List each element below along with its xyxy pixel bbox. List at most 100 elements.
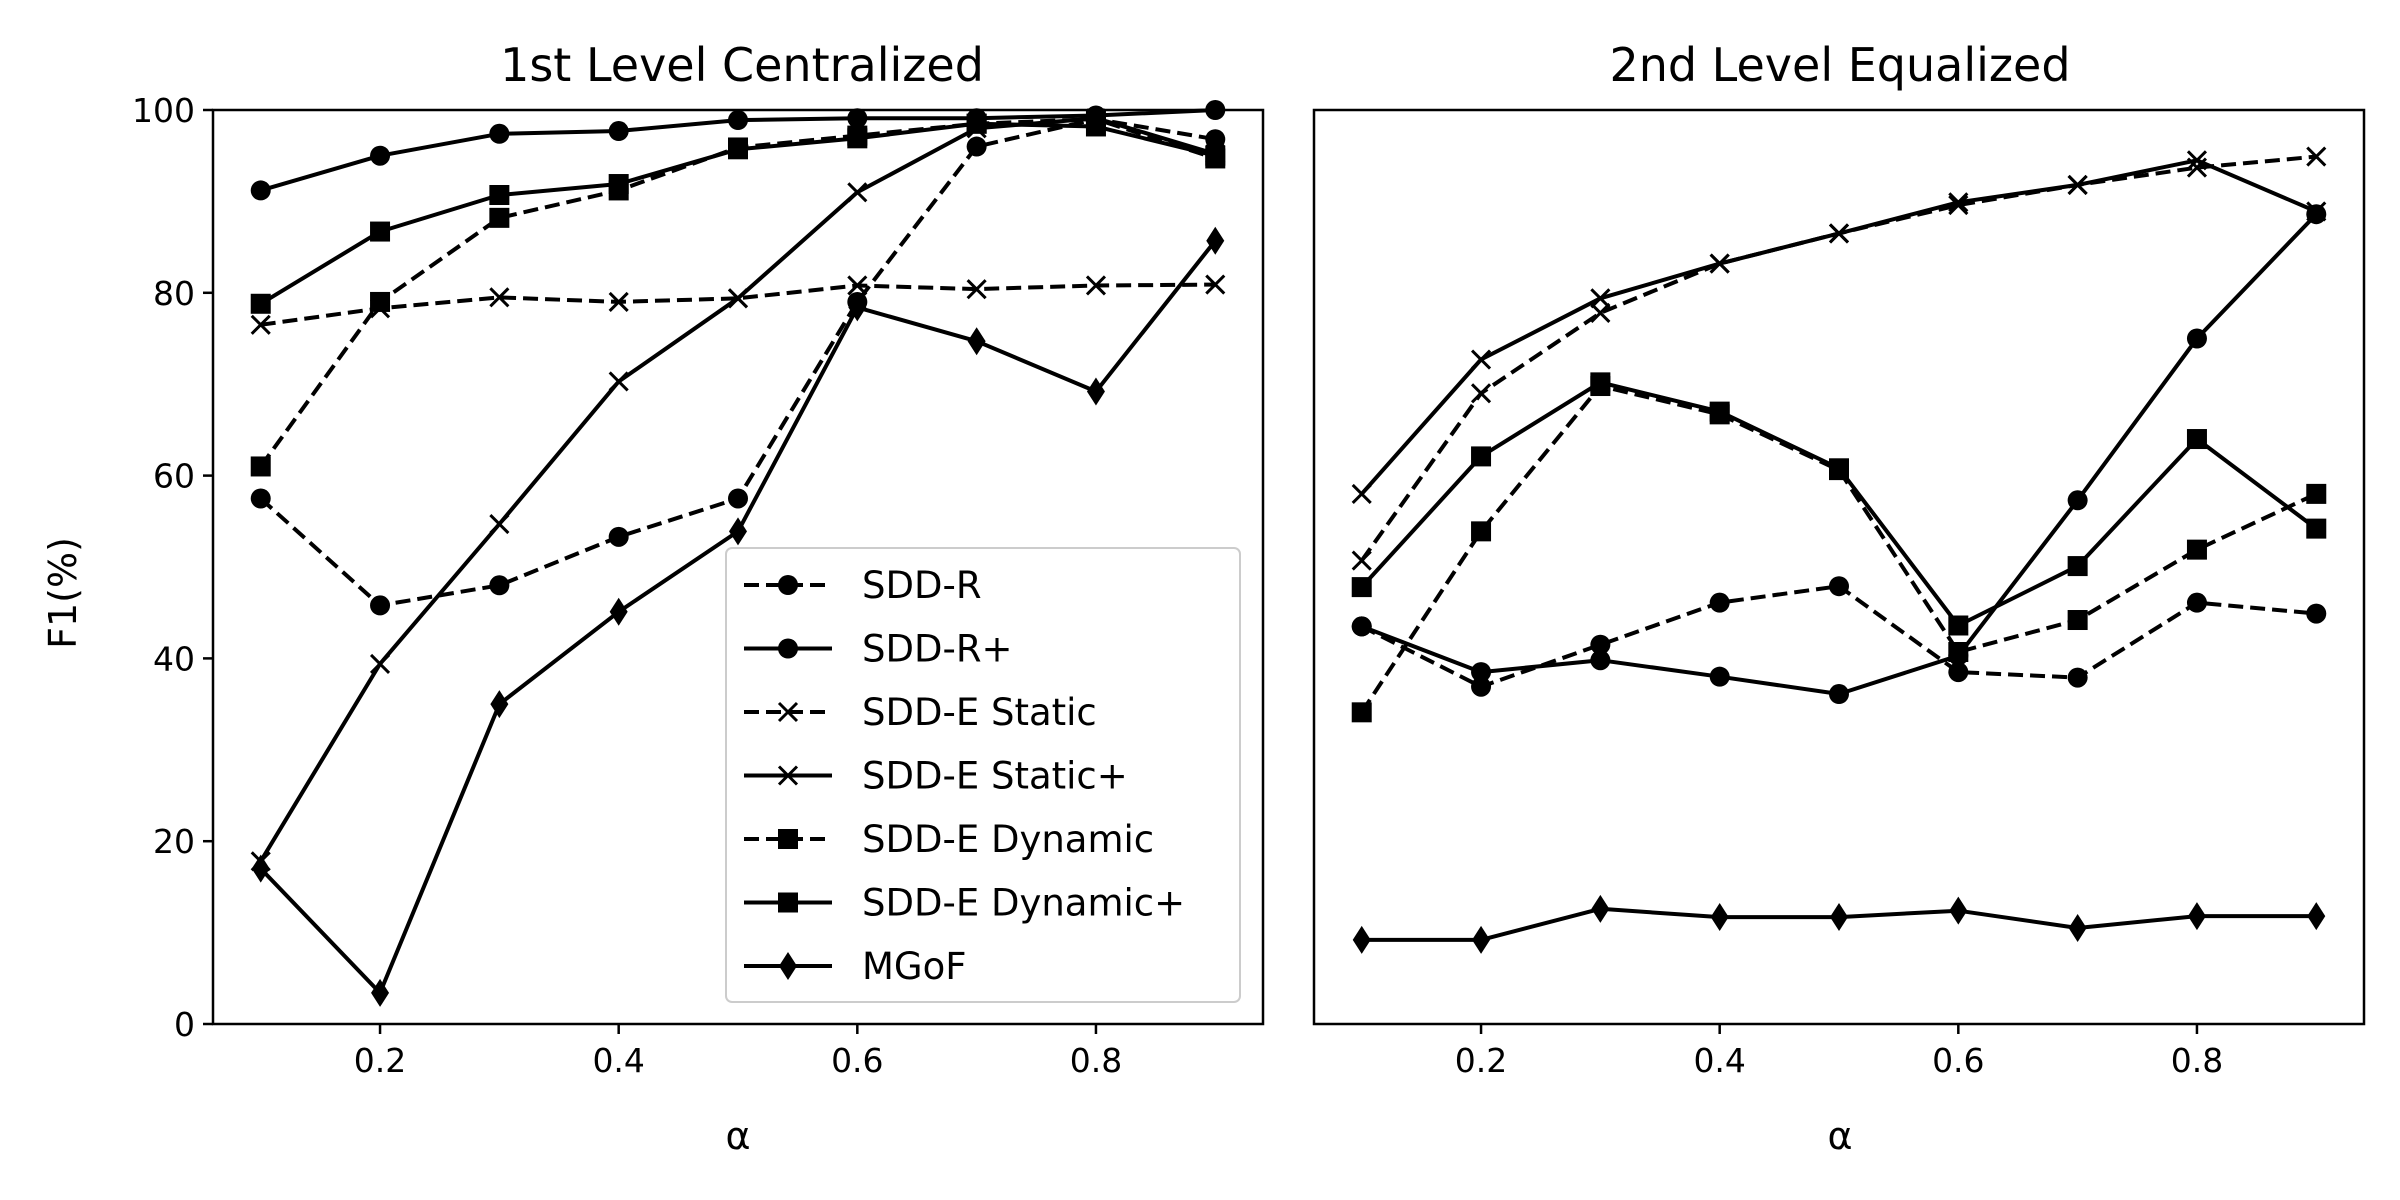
data-point (1709, 592, 1730, 613)
data-point (489, 575, 510, 596)
data-point (1472, 925, 1491, 954)
data-point (2187, 902, 2206, 931)
x-tick-label: 0.6 (1932, 1041, 1984, 1080)
data-point (2186, 150, 2208, 171)
chart-title: 1st Level Centralized (500, 38, 984, 92)
data-point (967, 327, 986, 356)
data-point (1830, 903, 1848, 932)
chart-1st-level-centralized: 1st Level Centralized α F1(%) 0.2 0.4 0.6 0… (41, 38, 1265, 1158)
legend-label: SDD-E Static+ (862, 755, 1128, 798)
data-point (1351, 550, 1372, 571)
data-point (966, 136, 987, 157)
data-point (2186, 429, 2207, 450)
y-tick-label: 20 (153, 822, 195, 861)
legend-item-sdd-e-static-plus: SDD-E Static+ (744, 755, 1128, 798)
legend-label: SDD-E Dynamic+ (862, 882, 1185, 925)
data-point (966, 279, 987, 300)
data-point (848, 293, 867, 322)
data-point (1948, 642, 1969, 663)
axes-frame (211, 108, 1265, 1026)
y-tick-label: 0 (174, 1005, 195, 1044)
data-point (2067, 610, 2088, 631)
data-point (1709, 666, 1730, 687)
x-tick-label: 0.2 (354, 1041, 406, 1080)
legend-label: MGoF (862, 945, 967, 988)
data-point (1948, 194, 1969, 216)
legend-marker (778, 829, 798, 849)
x-tick-label: 0.2 (1455, 1041, 1507, 1080)
legend-item-sdd-r-plus: SDD-R+ (744, 628, 1013, 671)
x-tick-label: 0.4 (1693, 1041, 1745, 1080)
data-point (251, 854, 270, 883)
plot-area: 0.2 0.4 0.6 0.8 0 20 40 60 80 100 (132, 91, 1265, 1080)
data-point (1086, 377, 1105, 406)
y-tick-label: 100 (132, 91, 195, 130)
data-point (370, 145, 391, 166)
data-point (608, 371, 629, 392)
axes-frame (1312, 108, 2366, 1026)
data-point (1709, 253, 1730, 274)
data-point (489, 185, 510, 206)
data-point (608, 291, 629, 313)
data-point (1829, 576, 1849, 597)
data-point (489, 207, 510, 228)
data-point (609, 597, 628, 626)
legend-label: SDD-R+ (862, 628, 1013, 671)
data-point (1471, 662, 1492, 683)
series-mgof (1352, 894, 2326, 954)
x-axis-label: α (1827, 1114, 1852, 1158)
data-point (250, 456, 271, 477)
data-point (371, 978, 390, 1007)
legend-label: SDD-E Static (862, 691, 1097, 734)
x-tick-label: 0.4 (592, 1041, 644, 1080)
legend-marker (778, 892, 798, 913)
data-point (1206, 226, 1225, 255)
data-point (2186, 592, 2207, 613)
legend-item-sdd-e-dynamic-plus: SDD-E Dynamic+ (744, 882, 1185, 925)
legend-marker (778, 575, 798, 595)
legend-marker (777, 701, 799, 723)
data-point (1471, 676, 1492, 697)
legend-marker (777, 765, 799, 786)
x-axis-label: α (725, 1114, 750, 1158)
data-point (1829, 458, 1849, 479)
data-point (490, 690, 509, 719)
x-tick-label: 0.8 (1070, 1041, 1122, 1080)
data-point (1590, 650, 1611, 671)
data-point (1351, 616, 1372, 637)
data-point (1710, 903, 1729, 932)
data-point (1590, 288, 1611, 309)
data-point (1352, 925, 1371, 954)
data-point (727, 288, 749, 309)
series-line (1360, 384, 2318, 714)
y-tick-label: 40 (153, 639, 195, 678)
data-point (729, 517, 747, 546)
data-point (1590, 634, 1611, 655)
data-point (728, 110, 748, 131)
chart-title: 2nd Level Equalized (1609, 38, 2070, 92)
data-point (1948, 192, 1969, 213)
legend-label: SDD-R (862, 564, 982, 607)
y-tick-label: 60 (153, 457, 195, 496)
data-point (1205, 274, 1226, 295)
data-point (250, 314, 271, 335)
y-tick-label: 80 (153, 274, 195, 313)
data-point (847, 108, 868, 129)
series-sdd-e-dynamic-plus (1351, 372, 2327, 636)
series-sdd-e-dynamic-plus (250, 113, 1226, 314)
data-point (1948, 615, 1969, 636)
legend: SDD-R SDD-R+ SDD-E Static SDD-E Static+ SDD-… (725, 547, 1241, 1003)
data-point (1205, 145, 1226, 166)
data-point (1351, 483, 1372, 504)
data-point (1085, 116, 1106, 137)
data-point (2067, 490, 2088, 511)
legend-marker (778, 638, 798, 659)
data-point (1471, 446, 1492, 467)
data-point (1470, 349, 1492, 370)
data-point (608, 121, 629, 142)
data-point (1471, 521, 1492, 542)
data-point (728, 488, 748, 509)
chart-2nd-level-equalized: 2nd Level Equalized α 0.2 0.4 0.6 0.8 (1312, 38, 2366, 1158)
data-point (2307, 902, 2326, 931)
